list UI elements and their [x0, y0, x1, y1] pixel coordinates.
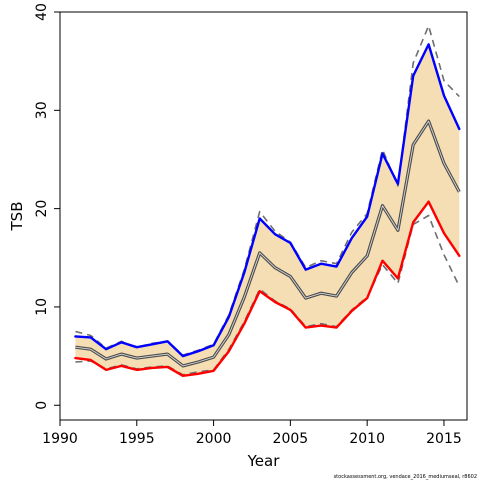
plot-frame [59, 11, 468, 421]
x-tick-label: 2005 [273, 431, 309, 447]
y-tick-label: 0 [34, 401, 50, 410]
x-tick-label: 1990 [42, 431, 78, 447]
x-tick-label: 2010 [349, 431, 385, 447]
y-tick-label: 30 [34, 101, 50, 119]
y-tick-label: 40 [34, 3, 50, 21]
series-line-lower [74, 200, 461, 377]
y-tick-label: 10 [34, 298, 50, 316]
series-line-estimate-core [75, 120, 460, 367]
x-tick-label: 2000 [196, 431, 232, 447]
x-tick-label: 2015 [426, 431, 462, 447]
y-axis-label: TSB [8, 202, 26, 232]
plot-area [74, 24, 461, 377]
axes: 1990 1995 2000 2005 2010 2015 0 10 20 30 40 [34, 3, 462, 447]
y-tick-label: 20 [34, 200, 50, 218]
x-axis-label: Year [247, 452, 281, 470]
x-tick-label: 1995 [119, 431, 155, 447]
confidence-band [75, 44, 460, 376]
footnote: stockassessment.org, vendace_2016_medium… [334, 474, 477, 480]
series-line-upper [74, 43, 461, 358]
